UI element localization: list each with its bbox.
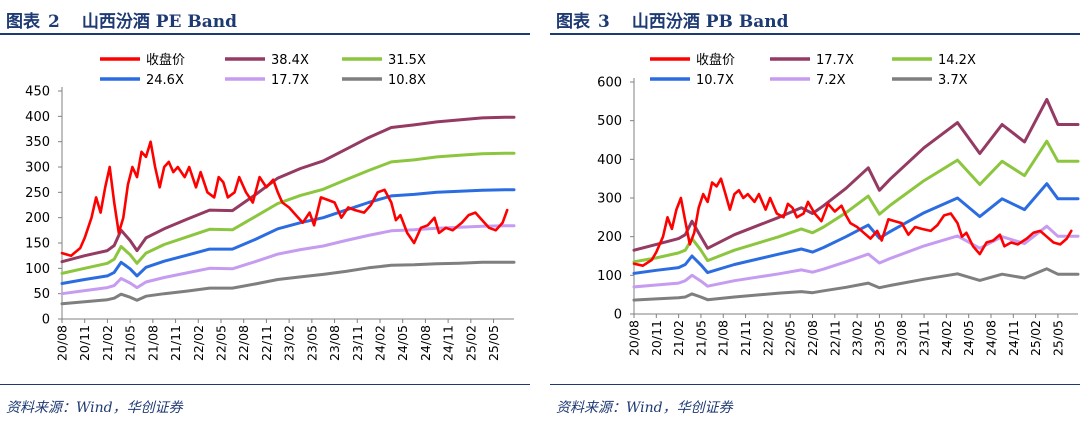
y-tick-label: 400 [597, 153, 622, 168]
legend-label: 3.7X [938, 73, 968, 88]
y-tick-label: 300 [25, 161, 50, 176]
x-tick-label: 23/02 [282, 325, 297, 361]
series-line-price [632, 177, 1073, 267]
pb-figure-label: 图表 [556, 12, 590, 32]
pb-source-rule [550, 384, 1080, 385]
legend-label: 31.5X [388, 53, 426, 68]
x-tick-label: 22/11 [259, 325, 274, 361]
x-tick-label: 25/05 [486, 325, 501, 361]
x-tick-label: 23/08 [894, 320, 909, 356]
x-tick-label: 21/05 [693, 320, 708, 356]
pb-source-note: 资料来源：Wind，华创证券 [556, 400, 733, 416]
pe-source-rule [0, 384, 530, 385]
pb-band-chart: 0 100 200 300 400 500 600 20/08 20/11 21/02 21/05 2… [597, 52, 1080, 356]
y-tick-label: 100 [25, 262, 50, 277]
pe-figure-label: 图表 [6, 12, 40, 32]
x-tick-label: 22/08 [236, 325, 251, 361]
x-tick-label: 23/08 [327, 325, 342, 361]
legend-label: 10.8X [388, 73, 426, 88]
legend-label: 24.6X [146, 73, 184, 88]
y-tick-label: 0 [42, 313, 50, 328]
series-line-price [60, 140, 509, 257]
legend-label: 10.7X [696, 73, 734, 88]
y-tick-label: 200 [25, 211, 50, 226]
pe-chart-title: 山西汾酒 PE Band [81, 12, 238, 32]
series-line-band [632, 97, 1080, 252]
y-tick-label: 100 [597, 269, 622, 284]
pe-band-chart: 0 50 100 150 200 250 300 350 400 450 20/08 20/11 21/… [25, 52, 516, 361]
legend-label: 14.2X [938, 53, 976, 68]
y-tick-label: 150 [25, 237, 50, 252]
series-line-band [632, 267, 1080, 302]
y-tick-label: 250 [25, 186, 50, 201]
x-tick-label: 22/02 [760, 320, 775, 356]
y-tick-label: 400 [25, 110, 50, 125]
x-tick-label: 24/08 [418, 325, 433, 361]
x-tick-label: 24/02 [939, 320, 954, 356]
x-tick-label: 21/08 [716, 320, 731, 356]
pb-figure-number: 3 [598, 12, 610, 32]
pe-source-note: 资料来源：Wind，华创证券 [6, 400, 183, 416]
x-tick-label: 20/08 [55, 325, 70, 361]
pb-band-panel: 图表 3 山西汾酒 PB Band 0 100 200 300 400 500 600 20/08… [550, 0, 1080, 426]
x-tick-label: 23/02 [850, 320, 865, 356]
pb-figure-title: 图表 3 山西汾酒 PB Band [556, 7, 788, 32]
x-tick-label: 21/02 [100, 325, 115, 361]
x-tick-label: 20/08 [627, 320, 642, 356]
pb-title-rule [550, 33, 1080, 35]
series-line-band [60, 224, 516, 296]
x-tick-label: 23/11 [917, 320, 932, 356]
x-tick-label: 21/05 [123, 325, 138, 361]
x-tick-label: 22/05 [783, 320, 798, 356]
x-tick-label: 24/05 [395, 325, 410, 361]
pe-title-rule [0, 33, 530, 35]
series-line-band [632, 224, 1080, 289]
x-tick-label: 24/11 [1006, 320, 1021, 356]
x-tick-label: 20/11 [649, 320, 664, 356]
legend-label: 38.4X [271, 53, 309, 68]
series-line-band [632, 182, 1080, 275]
x-tick-label: 20/11 [77, 325, 92, 361]
x-tick-label: 24/08 [983, 320, 998, 356]
x-tick-label: 22/08 [805, 320, 820, 356]
y-tick-label: 350 [25, 135, 50, 150]
x-tick-label: 23/05 [304, 325, 319, 361]
legend-label: 收盘价 [696, 52, 735, 68]
y-tick-label: 450 [25, 85, 50, 100]
pe-figure-number: 2 [48, 12, 60, 32]
pb-chart-title: 山西汾酒 PB Band [631, 12, 789, 32]
y-tick-label: 200 [597, 230, 622, 245]
legend-label: 17.7X [816, 53, 854, 68]
x-tick-label: 25/02 [463, 325, 478, 361]
y-tick-label: 300 [597, 192, 622, 207]
y-tick-label: 600 [597, 76, 622, 91]
pe-figure-title: 图表 2 山西汾酒 PE Band [6, 7, 237, 32]
x-tick-label: 25/02 [1028, 320, 1043, 356]
x-tick-label: 23/05 [872, 320, 887, 356]
y-tick-label: 0 [614, 308, 622, 323]
x-tick-label: 21/11 [168, 325, 183, 361]
y-tick-label: 50 [33, 287, 50, 302]
x-tick-label: 24/02 [372, 325, 387, 361]
x-tick-label: 23/11 [350, 325, 365, 361]
pe-band-panel: 图表 2 山西汾酒 PE Band 0 50 100 150 200 250 300 350 400… [0, 0, 530, 426]
x-tick-label: 21/11 [738, 320, 753, 356]
x-tick-label: 22/11 [827, 320, 842, 356]
series-line-band [60, 115, 516, 264]
x-tick-label: 22/02 [191, 325, 206, 361]
series-line-band [60, 260, 516, 306]
x-tick-label: 21/08 [145, 325, 160, 361]
x-tick-label: 25/05 [1050, 320, 1065, 356]
x-tick-label: 24/05 [961, 320, 976, 356]
series-line-band [60, 151, 516, 275]
series-line-band [60, 188, 516, 285]
y-tick-label: 500 [597, 114, 622, 129]
legend-label: 收盘价 [146, 52, 185, 68]
x-tick-label: 22/05 [213, 325, 228, 361]
legend-label: 17.7X [271, 73, 309, 88]
x-tick-label: 21/02 [671, 320, 686, 356]
x-tick-label: 24/11 [441, 325, 456, 361]
legend-label: 7.2X [816, 73, 846, 88]
